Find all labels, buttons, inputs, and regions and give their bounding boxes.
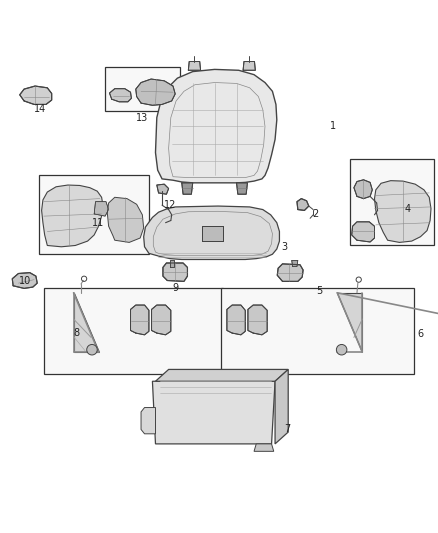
- Polygon shape: [297, 199, 309, 211]
- Bar: [105, 67, 180, 111]
- Text: 2: 2: [312, 209, 318, 219]
- Text: 11: 11: [92, 217, 105, 228]
- Text: 7: 7: [284, 424, 290, 434]
- Polygon shape: [237, 183, 247, 194]
- Polygon shape: [144, 206, 279, 260]
- Polygon shape: [136, 79, 175, 106]
- Text: 6: 6: [417, 329, 424, 340]
- Polygon shape: [354, 180, 372, 199]
- Polygon shape: [254, 444, 274, 451]
- Text: 13: 13: [136, 112, 148, 123]
- Polygon shape: [152, 381, 275, 444]
- Text: 8: 8: [74, 328, 80, 338]
- Bar: [39, 174, 149, 254]
- Polygon shape: [110, 88, 131, 102]
- Polygon shape: [188, 61, 201, 70]
- Circle shape: [336, 344, 347, 355]
- Polygon shape: [157, 184, 169, 194]
- Polygon shape: [337, 293, 362, 352]
- Polygon shape: [107, 197, 144, 243]
- Text: 12: 12: [164, 200, 176, 210]
- Polygon shape: [277, 264, 303, 281]
- Polygon shape: [202, 226, 223, 241]
- Polygon shape: [227, 305, 245, 335]
- Polygon shape: [94, 201, 109, 216]
- Text: 5: 5: [317, 286, 323, 296]
- Polygon shape: [352, 222, 374, 242]
- Polygon shape: [170, 260, 174, 266]
- Bar: [350, 159, 434, 246]
- Circle shape: [87, 344, 97, 355]
- Polygon shape: [243, 61, 255, 70]
- Polygon shape: [248, 305, 267, 335]
- Polygon shape: [152, 305, 171, 335]
- Polygon shape: [131, 305, 149, 335]
- Polygon shape: [292, 260, 298, 266]
- Polygon shape: [42, 185, 103, 247]
- Polygon shape: [12, 273, 37, 288]
- Polygon shape: [141, 408, 155, 434]
- Text: 3: 3: [282, 242, 288, 252]
- Polygon shape: [275, 369, 288, 444]
- Bar: [44, 288, 223, 374]
- Text: 1: 1: [330, 122, 336, 131]
- Polygon shape: [155, 69, 277, 183]
- Text: 9: 9: [172, 284, 178, 293]
- Text: 14: 14: [34, 104, 46, 114]
- Polygon shape: [74, 293, 99, 352]
- Bar: [221, 288, 414, 374]
- Polygon shape: [374, 181, 431, 243]
- Polygon shape: [163, 263, 187, 281]
- Text: 4: 4: [404, 204, 410, 214]
- Text: 10: 10: [19, 276, 32, 286]
- Polygon shape: [182, 183, 193, 194]
- Polygon shape: [155, 369, 288, 381]
- Polygon shape: [20, 86, 52, 104]
